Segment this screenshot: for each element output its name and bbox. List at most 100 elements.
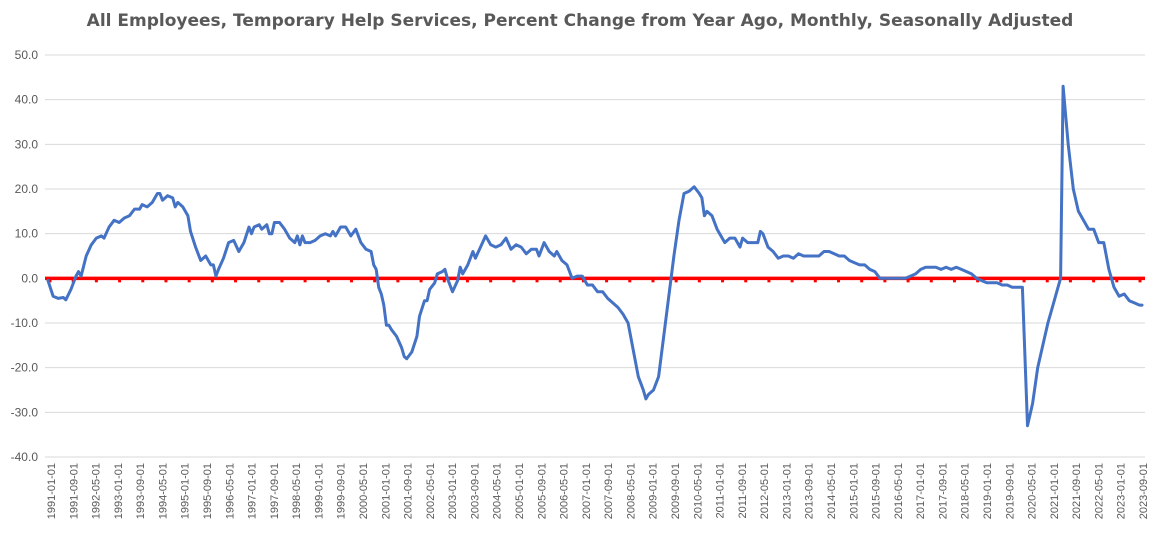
x-tick-label: 2006-05-01 bbox=[559, 463, 571, 519]
x-tick-label: 1993-01-01 bbox=[113, 463, 125, 519]
x-tick-label: 2011-01-01 bbox=[715, 463, 727, 518]
x-tick-label: 2004-05-01 bbox=[492, 463, 504, 519]
zero-line-marker bbox=[651, 279, 655, 283]
zero-line-marker bbox=[860, 279, 864, 283]
x-tick-label: 2012-05-01 bbox=[759, 463, 771, 519]
zero-line-marker bbox=[535, 279, 539, 283]
zero-line-marker bbox=[558, 279, 562, 283]
x-tick-label: 2003-09-01 bbox=[469, 463, 481, 519]
x-tick-label: 2001-01-01 bbox=[380, 463, 392, 519]
zero-line-marker bbox=[1068, 279, 1072, 283]
zero-line-marker bbox=[234, 279, 238, 283]
x-tick-label: 1991-01-01 bbox=[46, 463, 58, 519]
zero-line-marker bbox=[257, 279, 261, 283]
x-tick-label: 2002-05-01 bbox=[425, 463, 437, 519]
zero-line-marker bbox=[1022, 279, 1026, 283]
zero-line-marker bbox=[118, 279, 122, 283]
x-tick-label: 2014-05-01 bbox=[826, 463, 838, 519]
x-tick-label: 2022-05-01 bbox=[1093, 463, 1105, 519]
zero-line-marker bbox=[1115, 279, 1119, 283]
x-tick-label: 2015-01-01 bbox=[848, 463, 860, 519]
zero-line-marker bbox=[512, 279, 516, 283]
x-tick-label: 2001-09-01 bbox=[403, 463, 415, 519]
series-layer bbox=[46, 84, 1144, 428]
zero-line-marker bbox=[767, 279, 771, 283]
zero-line-marker bbox=[442, 279, 446, 283]
x-tick-label: 1997-01-01 bbox=[247, 463, 259, 519]
zero-line-marker bbox=[952, 279, 956, 283]
x-tick-label: 1998-05-01 bbox=[291, 463, 303, 519]
zero-line-marker bbox=[349, 279, 353, 283]
zero-line-marker bbox=[790, 279, 794, 283]
zero-reference bbox=[45, 276, 1145, 283]
x-tick-label: 2008-05-01 bbox=[625, 463, 637, 519]
zero-line-marker bbox=[1045, 279, 1049, 283]
x-tick-label: 2021-09-01 bbox=[1071, 463, 1083, 519]
x-tick-label: 2011-09-01 bbox=[737, 463, 749, 518]
x-tick-label: 1992-05-01 bbox=[91, 463, 103, 519]
x-tick-label: 1996-05-01 bbox=[224, 463, 236, 519]
y-tick-label: 40.0 bbox=[15, 93, 39, 107]
series-line bbox=[46, 84, 1144, 428]
gridlines bbox=[45, 54, 1145, 458]
zero-line-marker bbox=[605, 279, 609, 283]
zero-line-marker bbox=[628, 279, 632, 283]
zero-line-marker bbox=[48, 279, 52, 283]
x-tick-label: 1995-09-01 bbox=[202, 463, 214, 519]
x-tick-label: 2009-09-01 bbox=[670, 463, 682, 519]
x-tick-label: 2000-05-01 bbox=[358, 463, 370, 519]
x-tick-label: 2005-09-01 bbox=[536, 463, 548, 519]
zero-line-marker bbox=[906, 279, 910, 283]
zero-line-marker bbox=[465, 279, 469, 283]
x-tick-label: 2020-05-01 bbox=[1027, 463, 1039, 519]
zero-line-marker bbox=[326, 279, 330, 283]
y-tick-label: -30.0 bbox=[11, 405, 39, 419]
zero-line-marker bbox=[141, 279, 145, 283]
zero-line-marker bbox=[929, 279, 933, 283]
zero-line-marker bbox=[396, 279, 400, 283]
zero-line-marker bbox=[303, 279, 307, 283]
y-tick-label: -20.0 bbox=[11, 361, 39, 375]
x-tick-label: 2021-01-01 bbox=[1049, 463, 1061, 519]
x-tick-label: 2013-09-01 bbox=[804, 463, 816, 519]
y-axis-ticks: 50.0 40.0 30.0 20.0 10.0 0.0 -10.0 -20.0 -30.0 -4… bbox=[11, 48, 39, 464]
zero-line-marker bbox=[419, 279, 423, 283]
x-tick-label: 2023-09-01 bbox=[1138, 463, 1150, 519]
y-tick-label: 0.0 bbox=[21, 271, 38, 285]
x-tick-label: 2007-01-01 bbox=[581, 463, 593, 519]
x-tick-label: 2013-01-01 bbox=[781, 463, 793, 519]
x-tick-label: 1997-09-01 bbox=[269, 463, 281, 519]
x-tick-label: 1999-09-01 bbox=[336, 463, 348, 519]
zero-line-marker bbox=[697, 279, 701, 283]
zero-line-marker bbox=[187, 279, 191, 283]
zero-line-marker bbox=[489, 279, 493, 283]
x-tick-label: 2009-01-01 bbox=[648, 463, 660, 519]
x-tick-label: 1991-09-01 bbox=[68, 463, 80, 519]
x-tick-label: 1994-05-01 bbox=[157, 463, 169, 519]
zero-line-marker bbox=[976, 279, 980, 283]
y-tick-label: 30.0 bbox=[15, 137, 39, 151]
zero-line-marker bbox=[721, 279, 725, 283]
y-tick-label: -10.0 bbox=[11, 316, 39, 330]
zero-line-marker bbox=[999, 279, 1003, 283]
x-tick-label: 2019-09-01 bbox=[1004, 463, 1016, 519]
x-tick-label: 2003-01-01 bbox=[447, 463, 459, 519]
x-tick-label: 1995-01-01 bbox=[180, 463, 192, 519]
x-tick-label: 2015-09-01 bbox=[871, 463, 883, 519]
y-tick-label: -40.0 bbox=[11, 450, 39, 464]
zero-line-marker bbox=[744, 279, 748, 283]
x-tick-label: 1993-09-01 bbox=[135, 463, 147, 519]
x-tick-label: 2023-01-01 bbox=[1116, 463, 1128, 519]
x-axis-ticks: 1991-01-01 1991-09-01 1992-05-01 1993-01-01… bbox=[46, 463, 1150, 519]
zero-line-marker bbox=[1138, 279, 1142, 283]
y-tick-label: 20.0 bbox=[15, 182, 39, 196]
x-tick-label: 2005-01-01 bbox=[514, 463, 526, 519]
y-tick-label: 50.0 bbox=[15, 48, 39, 62]
x-tick-label: 2018-05-01 bbox=[960, 463, 972, 519]
x-tick-label: 2016-05-01 bbox=[893, 463, 905, 519]
chart-title: All Employees, Temporary Help Services, … bbox=[86, 11, 1074, 31]
zero-line-marker bbox=[280, 279, 284, 283]
zero-line-marker bbox=[674, 279, 678, 283]
